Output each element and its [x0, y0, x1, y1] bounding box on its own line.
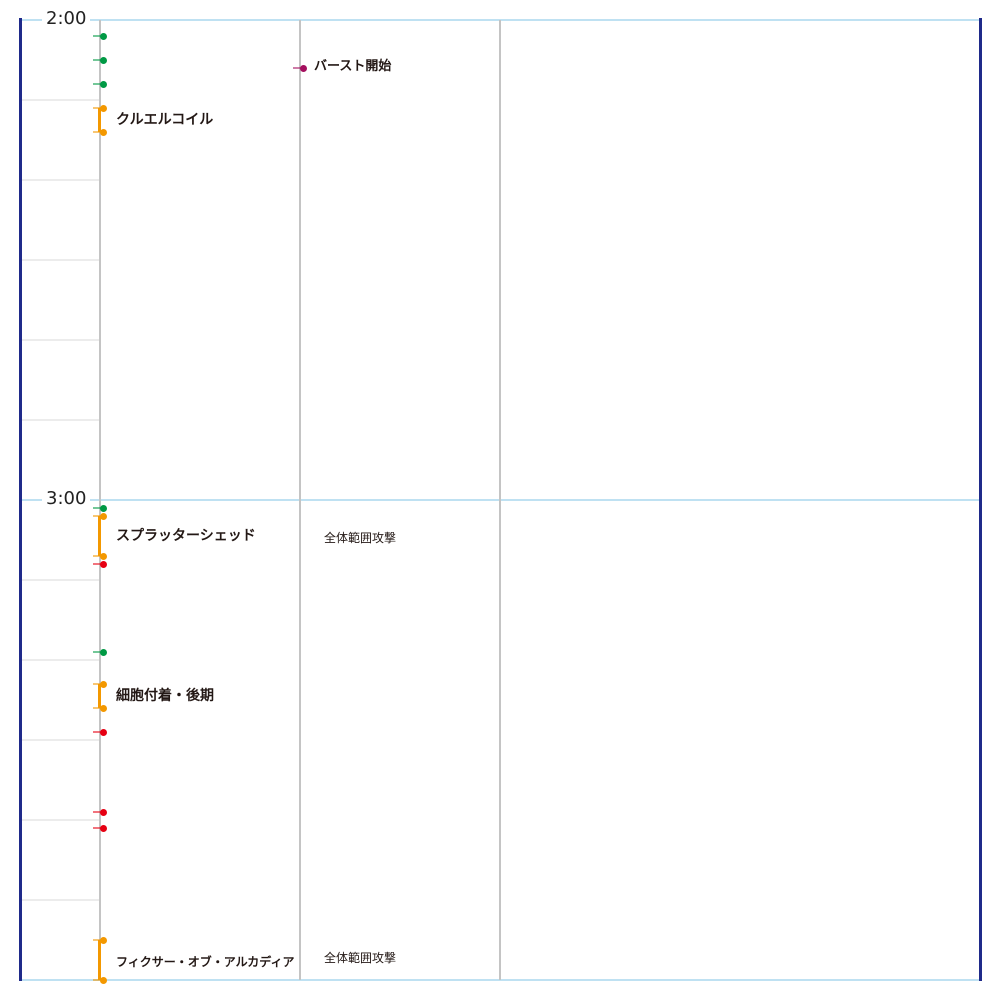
cast-tick — [93, 555, 101, 557]
event-tick — [93, 35, 101, 37]
minor-gridline — [20, 259, 100, 261]
green-event-dot — [100, 505, 107, 512]
column-divider — [499, 20, 501, 980]
event-tick — [293, 67, 301, 69]
cast-bar — [98, 108, 101, 132]
red-event-dot — [100, 729, 107, 736]
event-tick — [93, 563, 101, 565]
green-event-dot — [100, 57, 107, 64]
red-event-dot — [100, 561, 107, 568]
cast-tick — [93, 131, 101, 133]
cast-tick — [93, 683, 101, 685]
cast-start-dot — [100, 681, 107, 688]
cast-end-dot — [100, 129, 107, 136]
cast-tick — [93, 939, 101, 941]
cast-end-dot — [100, 553, 107, 560]
cast-tick — [93, 107, 101, 109]
cast-tick — [93, 515, 101, 517]
green-event-dot — [100, 81, 107, 88]
minor-gridline — [20, 739, 100, 741]
column-divider — [99, 20, 101, 980]
event-tick — [93, 83, 101, 85]
timeline-border — [979, 18, 982, 981]
minor-gridline — [20, 819, 100, 821]
cast-start-dot — [100, 937, 107, 944]
minor-gridline — [20, 339, 100, 341]
event-tick — [93, 507, 101, 509]
event-tick — [93, 731, 101, 733]
major-gridline — [20, 979, 980, 981]
event-tick — [93, 827, 101, 829]
minor-gridline — [20, 659, 100, 661]
cast-bar — [98, 516, 101, 556]
event-tick — [93, 59, 101, 61]
column-divider — [299, 20, 301, 980]
cast-label: スプラッターシェッド — [116, 528, 256, 544]
timeline-border — [19, 18, 22, 981]
minor-gridline — [20, 419, 100, 421]
cast-start-dot — [100, 513, 107, 520]
red-event-dot — [100, 825, 107, 832]
cast-tick — [93, 979, 101, 981]
minor-gridline — [20, 179, 100, 181]
cast-label: 細胞付着・後期 — [116, 688, 214, 704]
cast-bar — [98, 684, 101, 708]
event-label: バースト開始 — [314, 59, 392, 74]
purple-event-dot — [300, 65, 307, 72]
cast-end-dot — [100, 977, 107, 984]
cast-end-dot — [100, 705, 107, 712]
cast-note: 全体範囲攻撃 — [324, 951, 397, 965]
minor-gridline — [20, 99, 100, 101]
red-event-dot — [100, 809, 107, 816]
cast-bar — [98, 940, 101, 980]
green-event-dot — [100, 33, 107, 40]
cast-tick — [93, 707, 101, 709]
cast-label: フィクサー・オブ・アルカディア — [116, 955, 295, 969]
event-tick — [93, 811, 101, 813]
event-tick — [93, 651, 101, 653]
cast-start-dot — [100, 105, 107, 112]
green-event-dot — [100, 649, 107, 656]
cast-note: 全体範囲攻撃 — [324, 531, 397, 545]
minor-gridline — [20, 899, 100, 901]
time-label: 3:00 — [42, 490, 91, 508]
cast-label: クルエルコイル — [116, 112, 214, 128]
minor-gridline — [20, 579, 100, 581]
time-label: 2:00 — [42, 10, 91, 28]
